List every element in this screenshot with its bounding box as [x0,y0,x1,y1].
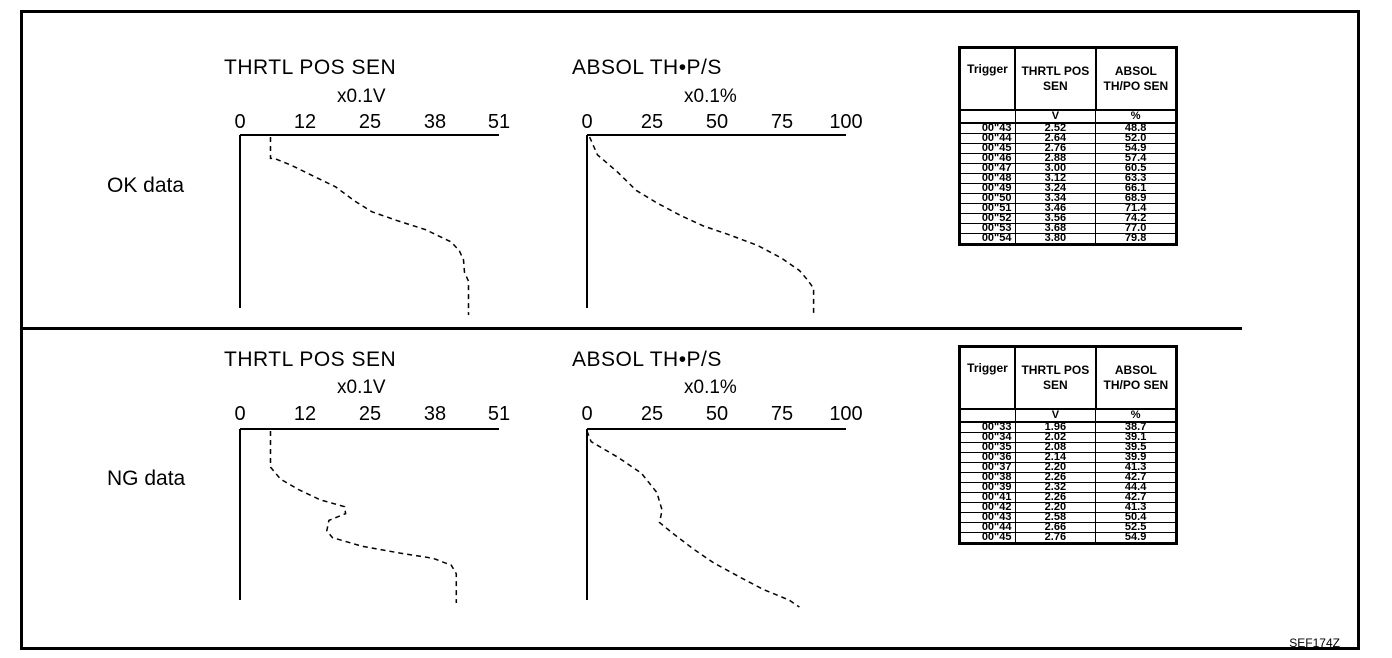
ok-absol-tick: 50 [705,111,729,133]
ng-thrtl-plot [239,428,499,603]
ok-thrtl-tick: 38 [423,111,447,133]
ng-absol-trace [586,430,800,608]
table-row: 00"49 3.24 66.1 [959,182,1177,194]
ng-data-table: Trigger THRTL POS SEN ABSOL TH/PO SEN V … [958,345,1178,545]
ok-thrtl-title: THRTL POS SEN [224,56,397,79]
unit-cell: V [1014,108,1097,124]
figure-frame [20,10,1360,650]
ok-absol-plot [586,134,846,315]
ng-absol-unit: x0.1% [684,377,737,398]
ng-absol-tick: 0 [581,403,593,425]
ok-data-table: Trigger THRTL POS SEN ABSOL TH/PO SEN V … [958,46,1178,246]
thrtl-value-cell: 3.80 [1014,232,1097,245]
section-divider [20,327,1242,330]
col-header-absol: ABSOL TH/PO SEN [1094,46,1178,111]
col-header-trigger: Trigger [958,345,1016,410]
col-header-trigger: Trigger [958,46,1016,111]
col-header-thrtl: THRTL POS SEN [1014,345,1097,410]
ok-thrtl-plot [239,134,499,315]
ok-thrtl-trace [269,137,470,315]
col-header-absol: ABSOL TH/PO SEN [1094,345,1178,410]
table-row: 00"45 2.76 54.9 [959,531,1177,544]
ok-thrtl-unit: x0.1V [337,86,386,107]
absol-value-cell: 79.8 [1095,232,1177,245]
unit-cell [959,407,1016,423]
ng-thrtl-tick: 25 [358,403,382,425]
ng-thrtl-tick: 0 [234,403,246,425]
figure-id: SEF174Z [1289,636,1340,650]
ok-absol-tick: 100 [829,111,863,133]
ok-absol-tick: 75 [770,111,794,133]
ok-absol-trace [588,136,815,315]
table-row: 00"43 2.58 50.4 [959,511,1177,523]
ok-absol-tick: 0 [581,111,593,133]
ng-thrtl-trace [269,431,458,603]
ng-thrtl-title: THRTL POS SEN [224,348,397,371]
ok-absol-title: ABSOL TH•P/S [572,56,722,79]
ok-absol-tick: 25 [640,111,664,133]
ng-absol-tick: 100 [829,403,863,425]
unit-cell: % [1095,407,1177,423]
ok-thrtl-tick: 12 [293,111,317,133]
ng-thrtl-unit: x0.1V [337,377,386,398]
ng-thrtl-tick: 12 [293,403,317,425]
ng-absol-title: ABSOL TH•P/S [572,348,722,371]
ng-thrtl-tick: 38 [423,403,447,425]
ok-thrtl-tick: 25 [358,111,382,133]
unit-cell [959,108,1016,124]
ok-data-label: OK data [107,174,185,197]
table-row: 00"36 2.14 39.9 [959,451,1177,463]
unit-cell: V [1014,407,1097,423]
thrtl-value-cell: 2.76 [1014,531,1097,544]
trigger-cell: 00"54 [959,232,1016,245]
absol-value-cell: 54.9 [1095,531,1177,544]
unit-cell: % [1095,108,1177,124]
col-header-thrtl: THRTL POS SEN [1014,46,1097,111]
table-row: 00"54 3.80 79.8 [959,232,1177,245]
ng-absol-tick: 25 [640,403,664,425]
ok-absol-unit: x0.1% [684,86,737,107]
ng-absol-tick: 75 [770,403,794,425]
ok-thrtl-tick: 51 [487,111,511,133]
ng-data-label: NG data [107,467,186,490]
ok-thrtl-tick: 0 [234,111,246,133]
ng-absol-plot [586,428,846,608]
ng-thrtl-tick: 51 [487,403,511,425]
ng-absol-tick: 50 [705,403,729,425]
trigger-cell: 00"45 [959,531,1016,544]
table-row: 00"39 2.32 44.4 [959,481,1177,493]
